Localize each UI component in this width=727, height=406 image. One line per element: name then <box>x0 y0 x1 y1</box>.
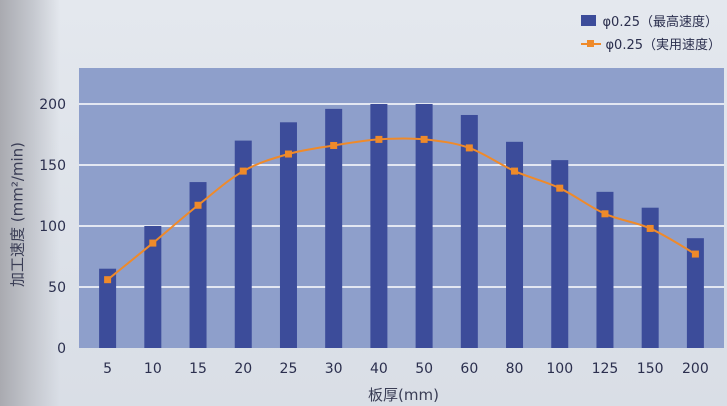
line-point <box>330 141 338 149</box>
grid-lines <box>79 103 724 288</box>
y-tick-label: 150 <box>39 158 66 174</box>
line-point <box>511 167 519 175</box>
bar <box>370 104 388 348</box>
plot-area <box>79 68 724 348</box>
line-point <box>646 224 654 232</box>
bar <box>596 191 614 348</box>
legend: φ0.25（最高速度） φ0.25（実用速度） <box>581 9 721 55</box>
y-tick-label: 100 <box>39 219 66 235</box>
y-tick-labels: 0 50 100 150 200 <box>39 97 66 357</box>
bar <box>189 182 207 348</box>
bar <box>325 108 343 348</box>
line-point <box>420 135 428 143</box>
line-point <box>239 167 247 175</box>
legend-line-swatch <box>581 38 602 49</box>
x-axis-label: 板厚(mm) <box>368 386 439 404</box>
x-tick-label: 125 <box>592 361 619 377</box>
legend-item-bar: φ0.25（最高速度） <box>581 9 721 32</box>
legend-bar-swatch <box>581 15 597 26</box>
x-tick-label: 50 <box>415 361 433 377</box>
legend-bar-label: φ0.25（最高速度） <box>602 15 718 30</box>
x-tick-label: 150 <box>637 361 664 377</box>
left-shading <box>0 0 60 406</box>
y-tick-label: 200 <box>39 97 66 113</box>
x-tick-label: 20 <box>234 361 252 377</box>
bar <box>99 268 117 348</box>
line-point <box>375 135 383 143</box>
bar <box>686 238 704 348</box>
line-point <box>149 239 157 247</box>
legend-line-label: φ0.25（実用速度） <box>605 38 721 53</box>
bar <box>460 114 478 348</box>
x-axis-label-wrap: 板厚(mm) <box>0 384 727 405</box>
y-tick-label: 0 <box>57 341 66 357</box>
line-point <box>691 250 699 258</box>
bar <box>144 226 162 348</box>
line-point <box>465 144 473 152</box>
bar <box>415 104 433 348</box>
line-path <box>106 137 696 281</box>
x-tick-label: 80 <box>506 361 524 377</box>
x-tick-label: 10 <box>144 361 162 377</box>
x-tick-label: 5 <box>103 361 112 377</box>
line-series <box>104 135 699 284</box>
x-tick-label: 100 <box>546 361 573 377</box>
x-tick-label: 30 <box>325 361 343 377</box>
legend-item-line: φ0.25（実用速度） <box>581 32 721 55</box>
bar-series <box>99 104 704 348</box>
line-point <box>194 201 202 209</box>
bar <box>641 207 659 348</box>
x-tick-label: 40 <box>370 361 388 377</box>
bar <box>279 122 297 348</box>
bar <box>506 141 524 348</box>
bar <box>234 140 252 348</box>
line-point <box>556 184 564 192</box>
y-tick-label: 50 <box>48 280 66 296</box>
y-axis-label: 加工速度 (mm²/min) <box>8 141 27 288</box>
line-point <box>284 150 292 158</box>
line-point <box>601 210 609 218</box>
x-tick-labels: 5 10 15 20 25 30 40 50 60 80 100 125 150 200 <box>103 361 709 377</box>
x-tick-label: 25 <box>280 361 298 377</box>
bar <box>551 160 569 348</box>
x-tick-label: 60 <box>460 361 478 377</box>
x-tick-label: 200 <box>682 361 709 377</box>
line-point <box>104 276 112 284</box>
x-tick-label: 15 <box>189 361 207 377</box>
